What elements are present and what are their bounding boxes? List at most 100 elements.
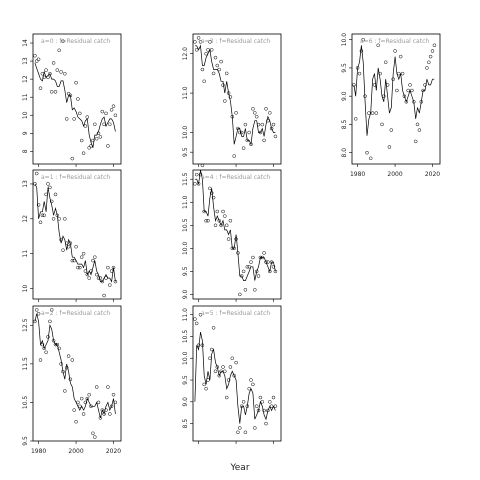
series-line: [34, 183, 116, 283]
data-point: [53, 90, 58, 94]
panel-title: a=4 : f=Residual catch: [201, 174, 270, 181]
data-point: [36, 57, 41, 62]
y-tick-label: 13: [22, 57, 29, 65]
data-point: [79, 396, 84, 401]
y-tick-label: 11: [22, 250, 29, 258]
y-tick-label: 9.5: [182, 147, 189, 157]
data-point: [64, 117, 69, 121]
data-point: [206, 48, 210, 52]
panel-frame: [351, 33, 441, 165]
data-point: [206, 218, 210, 223]
data-point: [102, 293, 106, 298]
data-point: [249, 378, 253, 382]
panel-frame: [32, 305, 122, 442]
data-point: [361, 37, 365, 42]
data-point: [241, 269, 246, 274]
y-tick-label: 8.5: [182, 419, 189, 429]
data-point: [40, 342, 45, 347]
data-point: [211, 71, 216, 76]
data-point: [238, 130, 242, 135]
y-tick-label: 10.5: [182, 218, 189, 232]
data-point: [232, 154, 236, 158]
data-point: [238, 426, 242, 430]
y-tick-label: 10: [22, 285, 29, 293]
data-point: [268, 111, 272, 115]
data-point: [273, 134, 278, 139]
data-point: [251, 107, 255, 111]
panel-0: 8 9 10 11 12 13 14 a=0 : f=Residual catch: [22, 33, 122, 167]
data-point: [251, 255, 255, 260]
x-tick-label: 1980: [350, 171, 365, 178]
data-point: [87, 392, 91, 397]
series-line: [34, 62, 116, 148]
y-tick-label: 13: [22, 180, 29, 188]
data-point: [78, 404, 82, 409]
data-point: [49, 308, 54, 312]
data-point: [223, 214, 227, 218]
data-point: [219, 59, 223, 64]
data-point: [59, 362, 63, 366]
data-point: [398, 54, 403, 59]
data-point: [254, 114, 259, 119]
y-tick-label: 8.5: [341, 119, 348, 129]
y-tick-label: 10.0: [341, 33, 348, 47]
series-line: [353, 45, 435, 136]
data-point: [72, 408, 76, 412]
data-point: [202, 79, 206, 84]
data-point: [404, 100, 409, 104]
data-point: [221, 83, 225, 87]
data-point: [262, 138, 266, 143]
data-point: [264, 260, 268, 264]
panel-6: 8.0 8.5 9.0 9.5 10.0 1980 2000 2020 a=6 : f=Resi…: [341, 33, 441, 178]
data-point: [72, 117, 76, 121]
data-point: [78, 111, 82, 116]
data-point: [57, 48, 61, 53]
data-point: [87, 276, 91, 280]
y-tick-label: 14: [22, 39, 29, 47]
y-tick-label: 10.0: [182, 126, 189, 140]
data-point: [211, 326, 216, 330]
y-tick-label: 10.0: [182, 241, 189, 255]
data-point: [204, 386, 208, 391]
data-point: [370, 111, 375, 115]
data-point: [430, 49, 435, 53]
data-point: [260, 400, 265, 404]
x-tick-label: 1980: [31, 448, 46, 455]
data-point: [387, 145, 392, 149]
y-tick-label: 9.5: [182, 375, 189, 385]
data-point: [374, 111, 379, 115]
data-point: [79, 255, 84, 259]
panel-frame: [32, 33, 122, 165]
panel-frame: [192, 33, 282, 165]
y-tick-label: 9.5: [182, 266, 189, 276]
data-point: [425, 66, 429, 70]
data-point: [389, 128, 394, 132]
data-point: [432, 43, 437, 48]
data-point: [357, 71, 362, 76]
data-point: [34, 308, 39, 312]
data-point: [243, 288, 248, 292]
y-tick-label: 9.0: [182, 289, 189, 299]
data-point: [98, 416, 103, 420]
data-point: [213, 55, 218, 60]
data-point: [215, 209, 220, 214]
data-point: [51, 217, 56, 221]
data-point: [236, 430, 240, 435]
data-point: [221, 365, 225, 369]
data-point: [100, 109, 105, 114]
panel-3: 9.5 10.0 11.0 12.0 a=3 : f=Residual catch: [182, 33, 282, 167]
data-point: [34, 59, 39, 63]
data-point: [413, 139, 418, 144]
data-point: [226, 378, 231, 382]
data-point: [234, 111, 238, 115]
data-point: [76, 97, 80, 101]
data-point: [423, 83, 427, 87]
data-point: [273, 404, 278, 408]
data-point: [193, 182, 197, 186]
data-point: [108, 122, 112, 127]
panel-title: a=0 : f=Residual catch: [41, 38, 110, 45]
data-point: [193, 40, 197, 44]
data-point: [228, 365, 233, 369]
data-point: [271, 122, 276, 127]
data-point: [209, 347, 214, 352]
